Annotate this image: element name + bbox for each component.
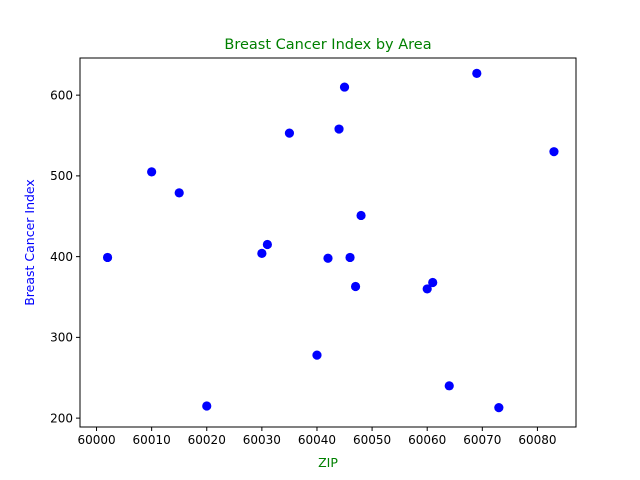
- y-tick-label: 500: [50, 169, 73, 183]
- x-tick-label: 60000: [77, 433, 115, 447]
- y-tick-label: 400: [50, 250, 73, 264]
- data-point: [334, 124, 344, 134]
- data-point: [174, 188, 184, 198]
- x-tick-label: 60050: [353, 433, 391, 447]
- x-axis-label: ZIP: [318, 455, 338, 470]
- data-point: [339, 82, 350, 92]
- data-point: [444, 381, 454, 391]
- data-point: [350, 281, 361, 292]
- data-point: [356, 210, 366, 221]
- data-point: [102, 252, 113, 263]
- x-tick-label: 60030: [243, 433, 281, 447]
- data-point: [345, 252, 355, 263]
- data-point: [284, 128, 295, 138]
- data-point: [428, 277, 438, 288]
- y-tick-label: 200: [50, 411, 73, 425]
- y-axis-label: Breast Cancer Index: [22, 179, 37, 306]
- x-tick-label: 60080: [518, 433, 556, 447]
- x-tick-label: 60070: [463, 433, 501, 447]
- y-axis-ticks: 200 300 400 500 600: [50, 88, 80, 425]
- data-point: [262, 239, 272, 250]
- x-tick-label: 60020: [188, 433, 226, 447]
- y-tick-label: 300: [50, 331, 73, 345]
- x-tick-label: 60040: [298, 433, 336, 447]
- data-point: [257, 248, 267, 259]
- plot-area-frame: [79, 57, 577, 428]
- data-point: [147, 167, 157, 177]
- data-point: [494, 403, 504, 413]
- chart-title: Breast Cancer Index by Area: [224, 37, 431, 53]
- x-tick-label: 60010: [133, 433, 171, 447]
- data-points: [102, 68, 559, 413]
- data-point: [549, 147, 559, 157]
- data-point: [472, 68, 482, 78]
- data-point: [323, 253, 333, 263]
- y-tick-label: 600: [50, 88, 73, 102]
- x-axis-ticks: 60000 60010 60020 60030 60040 60050 60060 60070…: [77, 427, 557, 447]
- data-point: [422, 284, 432, 294]
- data-point: [202, 401, 212, 411]
- x-tick-label: 60060: [408, 433, 446, 447]
- data-point: [312, 350, 322, 360]
